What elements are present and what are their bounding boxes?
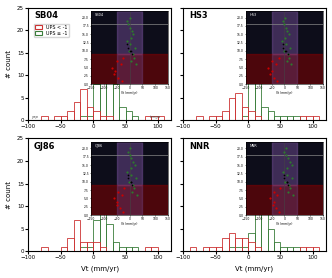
Bar bbox=[313, 116, 319, 120]
Bar bbox=[216, 247, 222, 251]
Bar bbox=[300, 116, 306, 120]
Bar bbox=[203, 247, 209, 251]
Bar bbox=[87, 107, 93, 120]
Bar bbox=[281, 116, 287, 120]
Bar bbox=[222, 238, 229, 251]
Bar bbox=[100, 30, 106, 120]
Bar bbox=[222, 111, 229, 120]
Bar bbox=[287, 247, 293, 251]
Bar bbox=[106, 53, 113, 120]
Bar bbox=[145, 116, 151, 120]
Text: tonga: tonga bbox=[150, 115, 161, 119]
Bar bbox=[106, 116, 113, 120]
Bar bbox=[74, 102, 80, 120]
Bar bbox=[145, 247, 151, 251]
Bar bbox=[261, 107, 268, 120]
Bar bbox=[300, 247, 306, 251]
Bar bbox=[268, 111, 274, 120]
Bar bbox=[93, 111, 100, 120]
Bar bbox=[61, 116, 67, 120]
Bar bbox=[125, 247, 132, 251]
Bar bbox=[209, 116, 216, 120]
Bar bbox=[132, 116, 138, 120]
Bar bbox=[100, 152, 106, 251]
X-axis label: Vt (mm/yr): Vt (mm/yr) bbox=[81, 266, 119, 272]
Bar bbox=[80, 116, 87, 120]
Bar bbox=[293, 247, 300, 251]
Text: yap: yap bbox=[32, 115, 39, 119]
Bar bbox=[113, 242, 119, 251]
Bar bbox=[74, 220, 80, 251]
Bar bbox=[158, 116, 164, 120]
Bar bbox=[255, 193, 261, 251]
Bar bbox=[61, 247, 67, 251]
Bar bbox=[242, 238, 248, 251]
Bar bbox=[67, 238, 74, 251]
Bar bbox=[242, 247, 248, 251]
Bar bbox=[274, 116, 281, 120]
Bar bbox=[229, 247, 235, 251]
Bar bbox=[125, 111, 132, 120]
Bar bbox=[151, 116, 158, 120]
Bar bbox=[242, 116, 248, 120]
Bar bbox=[151, 247, 158, 251]
Bar bbox=[41, 116, 48, 120]
Bar bbox=[274, 242, 281, 251]
Bar bbox=[229, 98, 235, 120]
X-axis label: Vt (mm/yr): Vt (mm/yr) bbox=[235, 266, 274, 272]
Bar bbox=[287, 116, 293, 120]
Bar bbox=[306, 116, 313, 120]
Bar bbox=[151, 116, 158, 120]
Text: HS3: HS3 bbox=[189, 11, 208, 20]
Bar bbox=[248, 111, 255, 120]
Bar bbox=[248, 233, 255, 251]
Legend: UPS < -1, UPS ≥ -1: UPS < -1, UPS ≥ -1 bbox=[34, 24, 69, 37]
Bar bbox=[268, 229, 274, 251]
Y-axis label: # count: # count bbox=[6, 181, 12, 209]
Bar bbox=[306, 247, 313, 251]
Bar bbox=[255, 247, 261, 251]
Bar bbox=[67, 111, 74, 120]
Bar bbox=[248, 242, 255, 251]
Bar bbox=[281, 247, 287, 251]
Bar bbox=[113, 84, 119, 120]
Bar bbox=[41, 247, 48, 251]
Bar bbox=[93, 220, 100, 251]
Bar bbox=[209, 247, 216, 251]
Bar bbox=[100, 116, 106, 120]
Bar bbox=[196, 116, 203, 120]
Bar bbox=[313, 247, 319, 251]
Bar bbox=[80, 89, 87, 120]
Bar bbox=[190, 247, 196, 251]
Bar bbox=[87, 247, 93, 251]
Bar bbox=[93, 84, 100, 120]
Text: SB04: SB04 bbox=[34, 11, 58, 20]
Bar bbox=[235, 93, 242, 120]
Bar bbox=[119, 107, 125, 120]
Bar bbox=[242, 107, 248, 120]
Bar bbox=[80, 247, 87, 251]
Bar bbox=[255, 80, 261, 120]
Bar bbox=[248, 30, 255, 120]
Bar bbox=[216, 116, 222, 120]
Bar bbox=[255, 116, 261, 120]
Bar bbox=[106, 224, 113, 251]
Bar bbox=[132, 247, 138, 251]
Bar bbox=[235, 247, 242, 251]
Bar bbox=[293, 116, 300, 120]
Text: NNR: NNR bbox=[189, 142, 209, 151]
Bar bbox=[87, 116, 93, 120]
Bar bbox=[261, 202, 268, 251]
Bar bbox=[235, 238, 242, 251]
Text: GJ86: GJ86 bbox=[34, 142, 55, 151]
Bar bbox=[54, 116, 61, 120]
Bar bbox=[80, 242, 87, 251]
Bar bbox=[93, 242, 100, 251]
Y-axis label: # count: # count bbox=[6, 50, 12, 78]
Bar bbox=[100, 247, 106, 251]
Bar bbox=[229, 233, 235, 251]
Bar bbox=[87, 242, 93, 251]
Bar bbox=[119, 247, 125, 251]
